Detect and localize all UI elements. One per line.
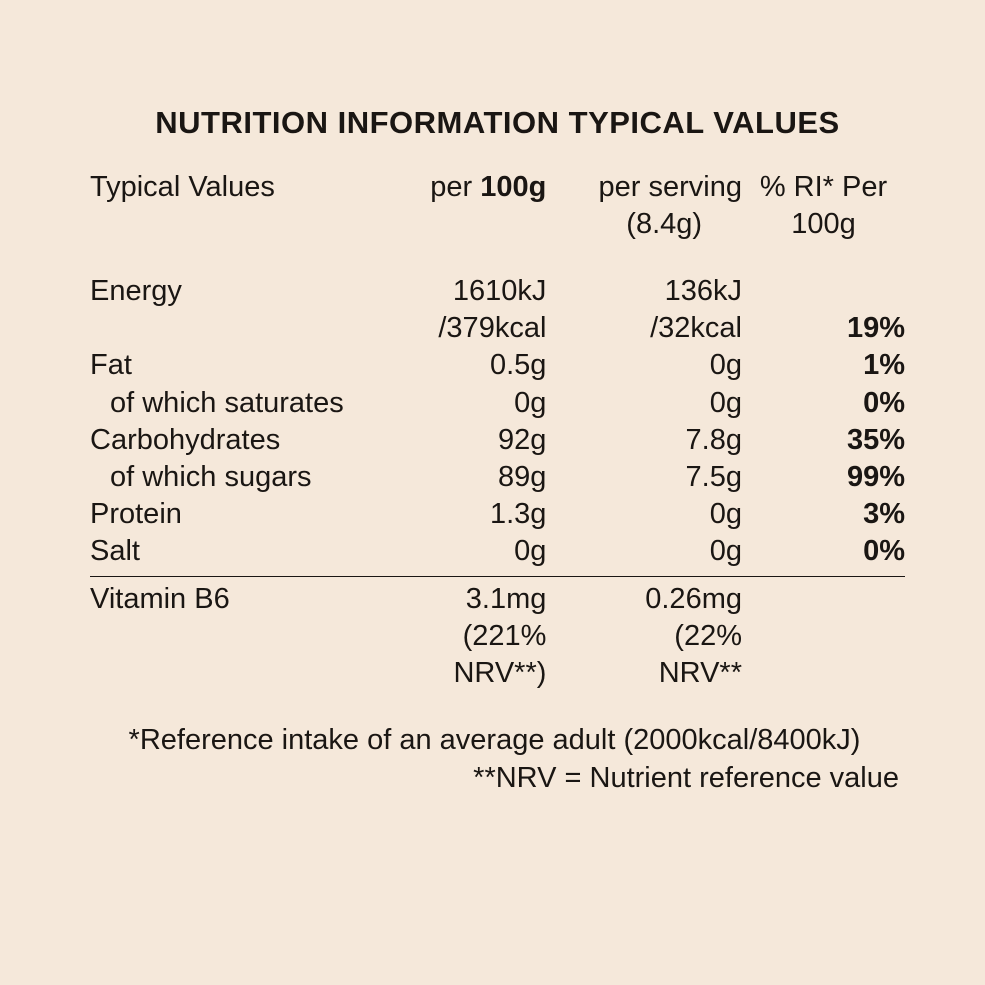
row-per100g: 0g	[383, 533, 546, 574]
row-ri: 0%	[742, 533, 905, 574]
footnote-ri: *Reference intake of an average adult (2…	[90, 722, 899, 760]
header-per-100g: per 100g	[383, 169, 546, 273]
row-perserving: 0g	[546, 533, 742, 574]
row-label: of which sugars	[90, 459, 383, 496]
table-row: of which sugars89g7.5g99%	[90, 459, 905, 496]
divider-line	[90, 576, 905, 577]
row-ri: 99%	[742, 459, 905, 496]
row-per100g: 1610kJ/379kcal	[383, 273, 546, 347]
row-per100g: 0.5g	[383, 347, 546, 384]
row-ri: 35%	[742, 422, 905, 459]
row-label: Fat	[90, 347, 383, 384]
footnote-nrv: **NRV = Nutrient reference value	[90, 760, 899, 798]
nutrition-panel: NUTRITION INFORMATION TYPICAL VALUES Typ…	[0, 0, 985, 798]
row-label: Carbohydrates	[90, 422, 383, 459]
row-perserving: 136kJ/32kcal	[546, 273, 742, 347]
vitamin-perserving: 0.26mg (22% NRV**	[546, 581, 742, 692]
row-ri: 1%	[742, 347, 905, 384]
row-per100g: 0g	[383, 385, 546, 422]
header-ri: % RI* Per 100g	[742, 169, 905, 273]
table-row: Protein1.3g0g3%	[90, 496, 905, 533]
header-per-serving: per serving (8.4g)	[546, 169, 742, 273]
table-row: Fat0.5g0g1%	[90, 347, 905, 384]
row-per100g: 89g	[383, 459, 546, 496]
row-ri: 19%	[742, 273, 905, 347]
footnotes: *Reference intake of an average adult (2…	[90, 722, 905, 797]
row-per100g: 1.3g	[383, 496, 546, 533]
vitamin-label: Vitamin B6	[90, 581, 383, 692]
row-label: of which saturates	[90, 385, 383, 422]
row-perserving: 7.8g	[546, 422, 742, 459]
row-ri: 0%	[742, 385, 905, 422]
header-label: Typical Values	[90, 169, 383, 273]
vitamin-per100g: 3.1mg (221% NRV**)	[383, 581, 546, 692]
row-perserving: 0g	[546, 347, 742, 384]
divider-row	[90, 574, 905, 581]
row-ri: 3%	[742, 496, 905, 533]
row-label: Protein	[90, 496, 383, 533]
row-perserving: 7.5g	[546, 459, 742, 496]
vitamin-ri	[742, 581, 905, 692]
panel-title: NUTRITION INFORMATION TYPICAL VALUES	[90, 105, 905, 141]
table-row: Carbohydrates92g7.8g35%	[90, 422, 905, 459]
row-per100g: 92g	[383, 422, 546, 459]
vitamin-row: Vitamin B6 3.1mg (221% NRV**) 0.26mg (22…	[90, 581, 905, 692]
row-perserving: 0g	[546, 385, 742, 422]
table-row: Energy1610kJ/379kcal136kJ/32kcal19%	[90, 273, 905, 347]
row-label: Salt	[90, 533, 383, 574]
table-row: of which saturates0g0g0%	[90, 385, 905, 422]
nutrition-table: Typical Values per 100g per serving (8.4…	[90, 169, 905, 692]
row-label: Energy	[90, 273, 383, 347]
table-header-row: Typical Values per 100g per serving (8.4…	[90, 169, 905, 273]
table-row: Salt0g0g0%	[90, 533, 905, 574]
row-perserving: 0g	[546, 496, 742, 533]
